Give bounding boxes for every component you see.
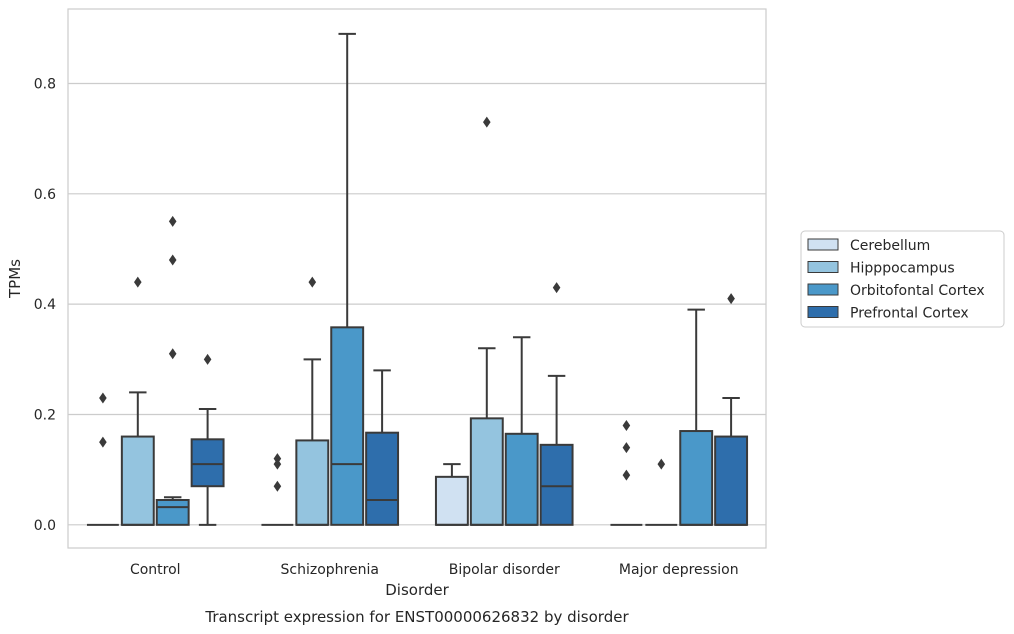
- legend-swatch: [807, 283, 839, 296]
- box-cerebellum: [86, 392, 119, 526]
- outlier-point: [727, 293, 735, 305]
- x-tick-label: Control: [130, 562, 181, 578]
- box-prefrontal-cortex: [365, 369, 400, 526]
- box-orbitofontal-cortex: [679, 308, 714, 526]
- outlier-point: [203, 353, 212, 365]
- outlier-point: [168, 348, 177, 360]
- legend-label: Hipppocampus: [850, 261, 955, 277]
- outlier-point: [168, 254, 177, 266]
- box-body: [155, 499, 190, 526]
- y-axis-title: TPMs: [6, 259, 24, 299]
- y-axis-ticks: 0.0 0.2 0.4 0.6 0.8: [34, 76, 56, 533]
- legend-swatch: [807, 261, 839, 273]
- outlier-point: [273, 458, 282, 470]
- box-prefrontal-cortex: [714, 293, 749, 526]
- outlier-point: [308, 276, 317, 288]
- outlier-point: [483, 116, 491, 128]
- legend-swatch: [807, 238, 839, 251]
- box-hipppocampus: [645, 458, 678, 526]
- outlier-point: [134, 276, 142, 288]
- box-body: [190, 438, 225, 488]
- outlier-point: [273, 453, 282, 465]
- chart-caption: Transcript expression for ENST0000062683…: [204, 608, 629, 626]
- box-body: [679, 430, 714, 526]
- outlier-point: [168, 215, 177, 227]
- outlier-point: [657, 458, 666, 470]
- outlier-point: [552, 282, 561, 294]
- outlier-point: [622, 442, 631, 454]
- box-body: [365, 431, 400, 526]
- x-tick-label: Schizophrenia: [281, 562, 379, 578]
- outlier-point: [99, 436, 107, 448]
- box-body: [469, 417, 504, 526]
- box-plot-marks: [86, 32, 749, 526]
- outlier-point: [622, 469, 631, 481]
- box-hipppocampus: [120, 276, 155, 526]
- legend-frame: [800, 230, 1005, 328]
- box-cerebellum: [610, 420, 643, 526]
- box-prefrontal-cortex: [190, 353, 225, 526]
- plot-area-frame: [67, 8, 767, 549]
- box-body: [714, 435, 749, 526]
- y-tick-label: 0.6: [34, 187, 56, 203]
- y-tick-label: 0.0: [34, 518, 56, 534]
- x-axis-title: Disorder: [385, 581, 449, 599]
- legend-label: Prefrontal Cortex: [850, 306, 969, 322]
- x-tick-label: Bipolar disorder: [449, 562, 560, 578]
- box-orbitofontal-cortex: [330, 32, 365, 526]
- outlier-point: [622, 420, 631, 432]
- gridlines: [68, 82, 766, 526]
- box-body: [504, 432, 539, 526]
- outlier-point: [273, 480, 282, 492]
- box-body: [295, 439, 330, 526]
- box-cerebellum: [434, 463, 469, 526]
- y-tick-label: 0.2: [34, 407, 56, 423]
- box-body: [330, 326, 365, 526]
- x-tick-label: Major depression: [619, 562, 739, 578]
- box-body: [120, 435, 155, 526]
- y-tick-label: 0.4: [34, 297, 56, 313]
- legend: Cerebellum Hipppocampus Orbitofontal Corte…: [800, 230, 1005, 328]
- box-body: [539, 443, 574, 526]
- box-prefrontal-cortex: [539, 282, 574, 526]
- outlier-point: [99, 392, 107, 404]
- legend-swatch: [807, 306, 839, 318]
- box-hipppocampus: [295, 276, 330, 526]
- box-hipppocampus: [469, 116, 504, 526]
- box-body: [434, 475, 469, 526]
- x-axis-ticks: Control Schizophrenia Bipolar disorder Majo…: [130, 562, 739, 578]
- legend-label: Orbitofontal Cortex: [850, 283, 985, 299]
- legend-label: Cerebellum: [850, 238, 930, 254]
- box-orbitofontal-cortex: [504, 336, 539, 526]
- box-orbitofontal-cortex: [155, 215, 190, 526]
- y-tick-label: 0.8: [34, 76, 56, 92]
- box-cerebellum: [261, 453, 294, 526]
